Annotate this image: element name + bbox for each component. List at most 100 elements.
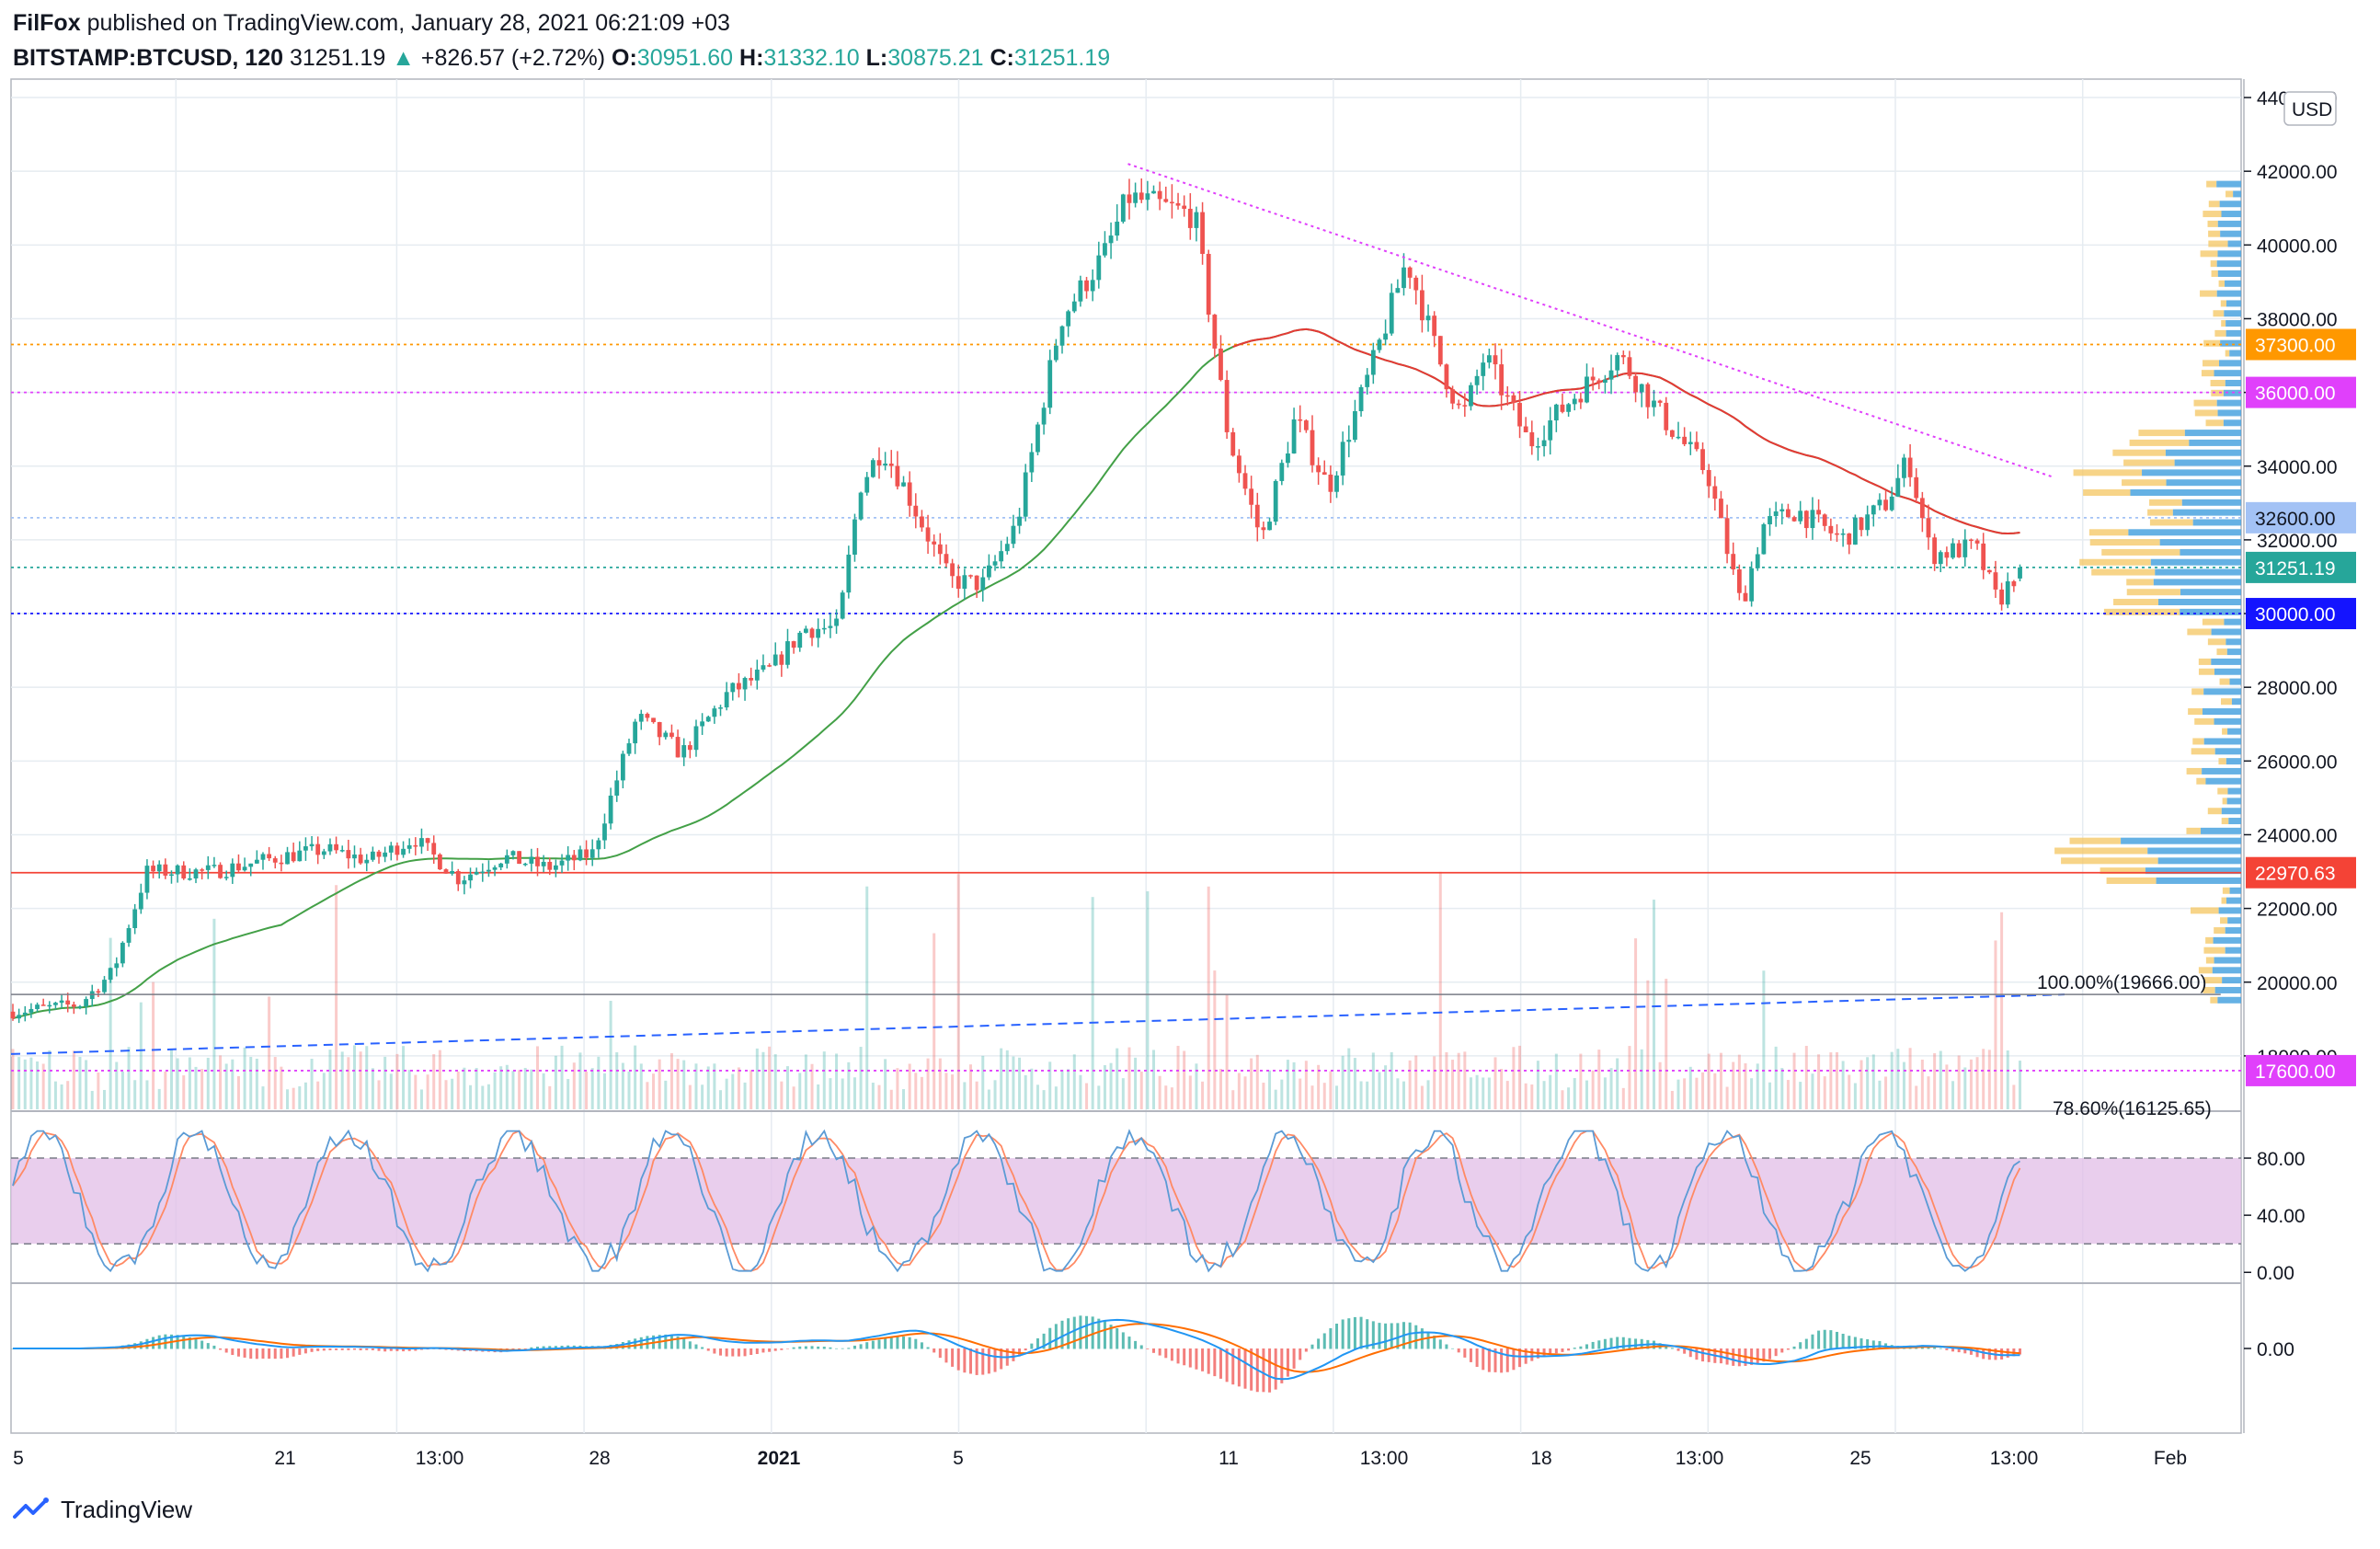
macd-histogram-bar xyxy=(792,1347,795,1349)
volume-bar xyxy=(1299,1078,1302,1109)
volume-bar xyxy=(2006,1050,2009,1109)
candle-body xyxy=(1798,511,1803,522)
volume-bar xyxy=(1634,938,1638,1109)
profile-buy xyxy=(2217,250,2241,258)
candle-body xyxy=(504,855,509,864)
volume-bar xyxy=(682,1060,686,1109)
volume-bar xyxy=(1347,1048,1351,1109)
profile-buy xyxy=(2226,758,2241,765)
profile-buy xyxy=(2224,618,2241,625)
candle-body xyxy=(1779,509,1785,511)
trendlines[interactable]: 100.00%(19666.00) 78.60%(16125.65) xyxy=(10,163,2221,1119)
volume-bar xyxy=(194,1066,198,1109)
profile-buy xyxy=(2225,927,2241,935)
volume-bar xyxy=(1549,1074,1552,1109)
volume-bar xyxy=(1737,1054,1741,1109)
price-axis[interactable]: 44000.0042000.0040000.0038000.0036000.00… xyxy=(2244,88,2338,1068)
volume-bar xyxy=(1542,1081,1546,1109)
profile-buy xyxy=(2180,589,2241,596)
profile-buy xyxy=(2155,568,2241,576)
candle-body xyxy=(1712,486,1718,499)
volume-bar xyxy=(701,1084,704,1109)
macd-histogram-bar xyxy=(1853,1337,1857,1349)
macd-histogram-bar xyxy=(1707,1348,1711,1362)
profile-sell xyxy=(2203,211,2222,218)
stoch-rsi-pane[interactable]: 80.00 40.00 0.00 xyxy=(12,1129,2306,1285)
volume-bar xyxy=(1139,1071,1143,1109)
volume-bar xyxy=(1445,1051,1448,1109)
profile-sell xyxy=(2191,748,2215,755)
price-tick-label: 28000.00 xyxy=(2257,678,2338,699)
volume-bar xyxy=(1079,1074,1082,1109)
profile-sell xyxy=(2126,579,2154,586)
macd-histogram-bar xyxy=(737,1348,740,1357)
volume-bar xyxy=(975,1081,978,1109)
candle-body xyxy=(730,683,736,693)
volume-bar xyxy=(804,1054,807,1109)
macd-histogram-bar xyxy=(1756,1348,1759,1364)
candle-body xyxy=(474,871,479,875)
profile-buy xyxy=(2184,430,2241,437)
volume-bar xyxy=(1054,1086,1058,1109)
candle-body xyxy=(1419,290,1425,321)
volume-bar xyxy=(1396,1078,1400,1109)
macd-histogram-bar xyxy=(761,1348,765,1353)
volume-bar xyxy=(1719,1052,1722,1109)
volume-bar xyxy=(451,1078,454,1109)
macd-histogram-bar xyxy=(1433,1336,1436,1349)
candle-body xyxy=(1078,280,1083,302)
volume-bar xyxy=(493,1072,497,1109)
tradingview-footer[interactable]: TradingView xyxy=(13,1496,192,1524)
volume-bar xyxy=(669,1052,673,1109)
author-name[interactable]: FilFox xyxy=(13,10,81,36)
profile-buy xyxy=(2233,190,2241,198)
price-tag-label: 17600.00 xyxy=(2255,1061,2336,1083)
volume-bar xyxy=(896,1068,899,1109)
volume-bar xyxy=(1329,1071,1333,1109)
candle-body xyxy=(1486,355,1492,363)
volume-bar xyxy=(987,1089,990,1109)
ohlc-line: BITSTAMP:BTCUSD, 120 31251.19 ▲ +826.57 … xyxy=(13,40,1110,75)
volume-bar xyxy=(414,1074,418,1109)
macd-histogram-bar xyxy=(206,1343,210,1349)
candlesticks[interactable] xyxy=(10,178,2022,1024)
volume-bar xyxy=(1482,1077,1485,1109)
macd-histogram-bar xyxy=(1310,1344,1314,1349)
symbol-label[interactable]: BITSTAMP:BTCUSD, 120 xyxy=(13,45,284,71)
candle-body xyxy=(1047,360,1053,408)
volume-bar xyxy=(1317,1064,1321,1109)
macd-histogram-bar xyxy=(1170,1348,1173,1361)
candle-body xyxy=(876,460,882,466)
volume-bar xyxy=(1262,1083,1265,1109)
volume-bar xyxy=(1505,1081,1509,1109)
macd-histogram-bar xyxy=(1975,1348,1979,1358)
volume-bar xyxy=(1676,1079,1680,1109)
profile-buy xyxy=(2217,996,2241,1004)
macd-histogram-bar xyxy=(1024,1348,1027,1351)
candle-body xyxy=(687,745,692,751)
candle-body xyxy=(1974,540,1980,544)
volume-bar xyxy=(1848,1074,1851,1109)
candle-body xyxy=(1700,449,1705,470)
stoch-band xyxy=(11,1158,2241,1245)
macd-histogram-bar xyxy=(701,1347,704,1349)
profile-buy xyxy=(2147,847,2241,855)
volume-bar xyxy=(1695,1077,1699,1109)
macd-histogram-bar xyxy=(1823,1329,1826,1349)
volume-bar xyxy=(292,1087,295,1109)
time-axis[interactable]: 5 21 13:00 28 2021 5 11 13:00 18 13:00 25 13:00 Feb xyxy=(13,1448,2187,1469)
volume-bar xyxy=(249,1056,253,1109)
profile-sell xyxy=(2217,787,2228,795)
candle-body xyxy=(71,1004,76,1007)
candle-body xyxy=(1761,524,1767,555)
macd-histogram-bar xyxy=(773,1348,777,1351)
candle-body xyxy=(144,866,150,893)
profile-sell xyxy=(2203,360,2220,367)
volume-bar xyxy=(1567,1087,1571,1109)
candle-body xyxy=(1425,316,1431,321)
volume-bar xyxy=(1134,1057,1138,1109)
candle-body xyxy=(1139,192,1144,201)
macd-pane[interactable]: 0.00 xyxy=(11,1315,2294,1393)
price-tick-label: 42000.00 xyxy=(2257,162,2338,183)
